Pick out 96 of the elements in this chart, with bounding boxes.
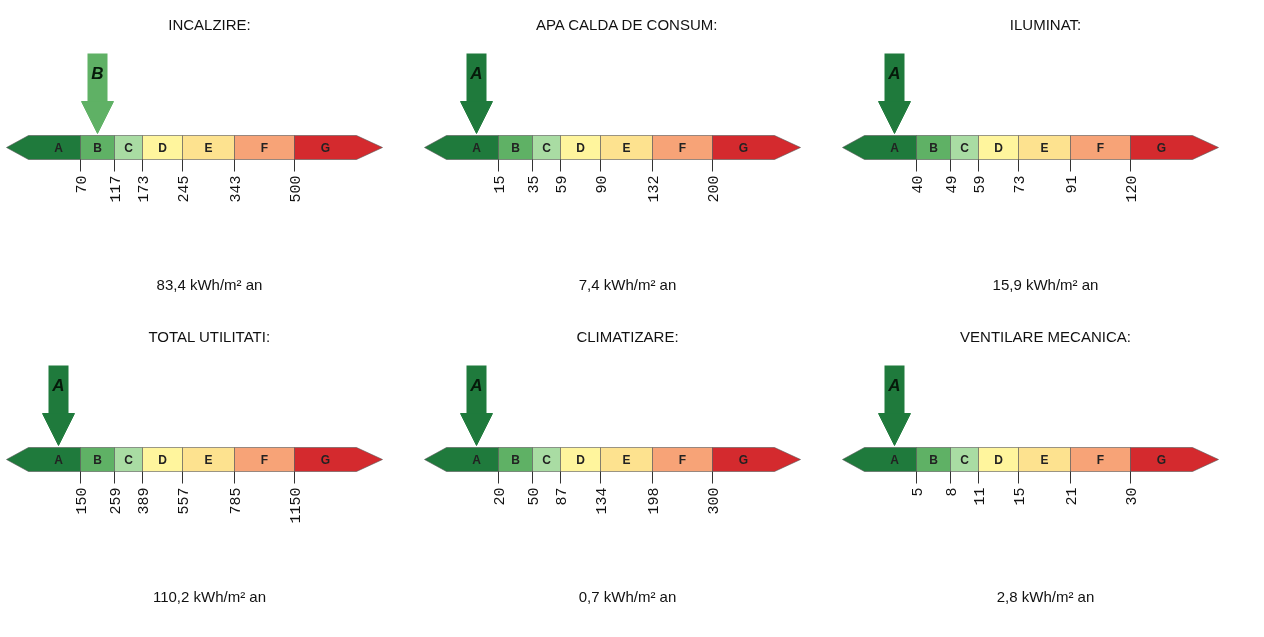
category-label: B — [93, 452, 103, 467]
category-label: A — [890, 140, 900, 155]
data-label: 20 — [491, 487, 509, 506]
category-label: G — [320, 452, 331, 467]
data-label: 198 — [645, 487, 663, 515]
data-label: 557 — [175, 487, 193, 515]
text: A — [888, 376, 901, 395]
category-label: E — [1040, 452, 1049, 467]
category-label: E — [204, 452, 213, 467]
data-label: 91 — [1063, 175, 1081, 194]
data-label: 21 — [1063, 487, 1081, 506]
data-label: 30 — [1123, 487, 1141, 506]
data-label: 50 — [525, 487, 543, 506]
data-label: 35 — [525, 175, 543, 194]
text: A — [52, 376, 65, 395]
data-label: 1150 — [287, 487, 305, 524]
category-label: C — [542, 452, 552, 467]
category-label: E — [1040, 140, 1049, 155]
data-label: 150 — [73, 487, 91, 515]
category-label: E — [204, 140, 213, 155]
category-label: B — [511, 452, 521, 467]
category-label: C — [960, 452, 970, 467]
data-label: 87 — [553, 487, 571, 506]
category-label: F — [260, 452, 269, 467]
category-label: C — [542, 140, 552, 155]
category-label: B — [929, 140, 939, 155]
category-label: G — [1156, 452, 1167, 467]
category-label: A — [54, 452, 64, 467]
category-label: A — [472, 452, 482, 467]
category-label: A — [54, 140, 64, 155]
text: 7,4 kWh/m² an — [578, 276, 677, 293]
text: 2,8 kWh/m² an — [996, 588, 1095, 605]
category-label: B — [929, 452, 939, 467]
text: 15,9 kWh/m² an — [992, 276, 1099, 293]
data-label: 500 — [287, 175, 305, 203]
text: 83,4 kWh/m² an — [156, 276, 263, 293]
data-label: 389 — [135, 487, 153, 515]
text: A — [470, 64, 483, 83]
category-label: C — [124, 452, 134, 467]
category-label: E — [622, 140, 631, 155]
data-label: 785 — [227, 487, 245, 515]
category-label: A — [890, 452, 900, 467]
text: B — [91, 64, 104, 83]
data-label: 73 — [1011, 175, 1029, 194]
data-label: 70 — [73, 175, 91, 194]
data-label: 245 — [175, 175, 193, 203]
text: A — [888, 64, 901, 83]
category-label: C — [960, 140, 970, 155]
category-label: F — [1096, 140, 1105, 155]
category-label: G — [1156, 140, 1167, 155]
data-label: 59 — [553, 175, 571, 194]
category-label: B — [93, 140, 103, 155]
category-label: C — [124, 140, 134, 155]
data-label: 8 — [943, 487, 961, 497]
category-label: G — [738, 140, 749, 155]
data-label: 120 — [1123, 175, 1141, 203]
data-label: 11 — [971, 487, 989, 506]
text: CLIMATIZARE: — [576, 328, 679, 345]
category-label: G — [320, 140, 331, 155]
data-label: 259 — [107, 487, 125, 515]
data-label: 300 — [705, 487, 723, 515]
data-label: 49 — [943, 175, 961, 194]
data-label: 173 — [135, 175, 153, 203]
text: A — [470, 376, 483, 395]
data-label: 90 — [593, 175, 611, 194]
data-label: 59 — [971, 175, 989, 194]
text: ILUMINAT: — [1009, 16, 1082, 33]
category-label: F — [260, 140, 269, 155]
data-label: 117 — [107, 175, 125, 203]
data-label: 15 — [491, 175, 509, 194]
text: 0,7 kWh/m² an — [578, 588, 677, 605]
category-label: D — [158, 452, 168, 467]
data-label: 5 — [909, 487, 927, 497]
data-label: 132 — [645, 175, 663, 203]
data-label: 134 — [593, 487, 611, 515]
category-label: D — [576, 452, 586, 467]
category-label: F — [678, 140, 687, 155]
category-label: D — [158, 140, 168, 155]
category-label: A — [472, 140, 482, 155]
text: 110,2 kWh/m² an — [152, 588, 267, 605]
category-label: G — [738, 452, 749, 467]
category-label: E — [622, 452, 631, 467]
data-label: 15 — [1011, 487, 1029, 506]
category-label: B — [511, 140, 521, 155]
category-label: D — [994, 140, 1004, 155]
category-label: F — [1096, 452, 1105, 467]
data-label: 200 — [705, 175, 723, 203]
category-label: D — [576, 140, 586, 155]
category-label: D — [994, 452, 1004, 467]
text: VENTILARE MECANICA: — [960, 328, 1131, 345]
text: INCALZIRE: — [168, 16, 251, 33]
category-label: F — [678, 452, 687, 467]
text: APA CALDA DE CONSUM: — [535, 16, 718, 33]
data-label: 40 — [909, 175, 927, 194]
data-label: 343 — [227, 175, 245, 203]
text: TOTAL UTILITATI: — [148, 328, 271, 345]
